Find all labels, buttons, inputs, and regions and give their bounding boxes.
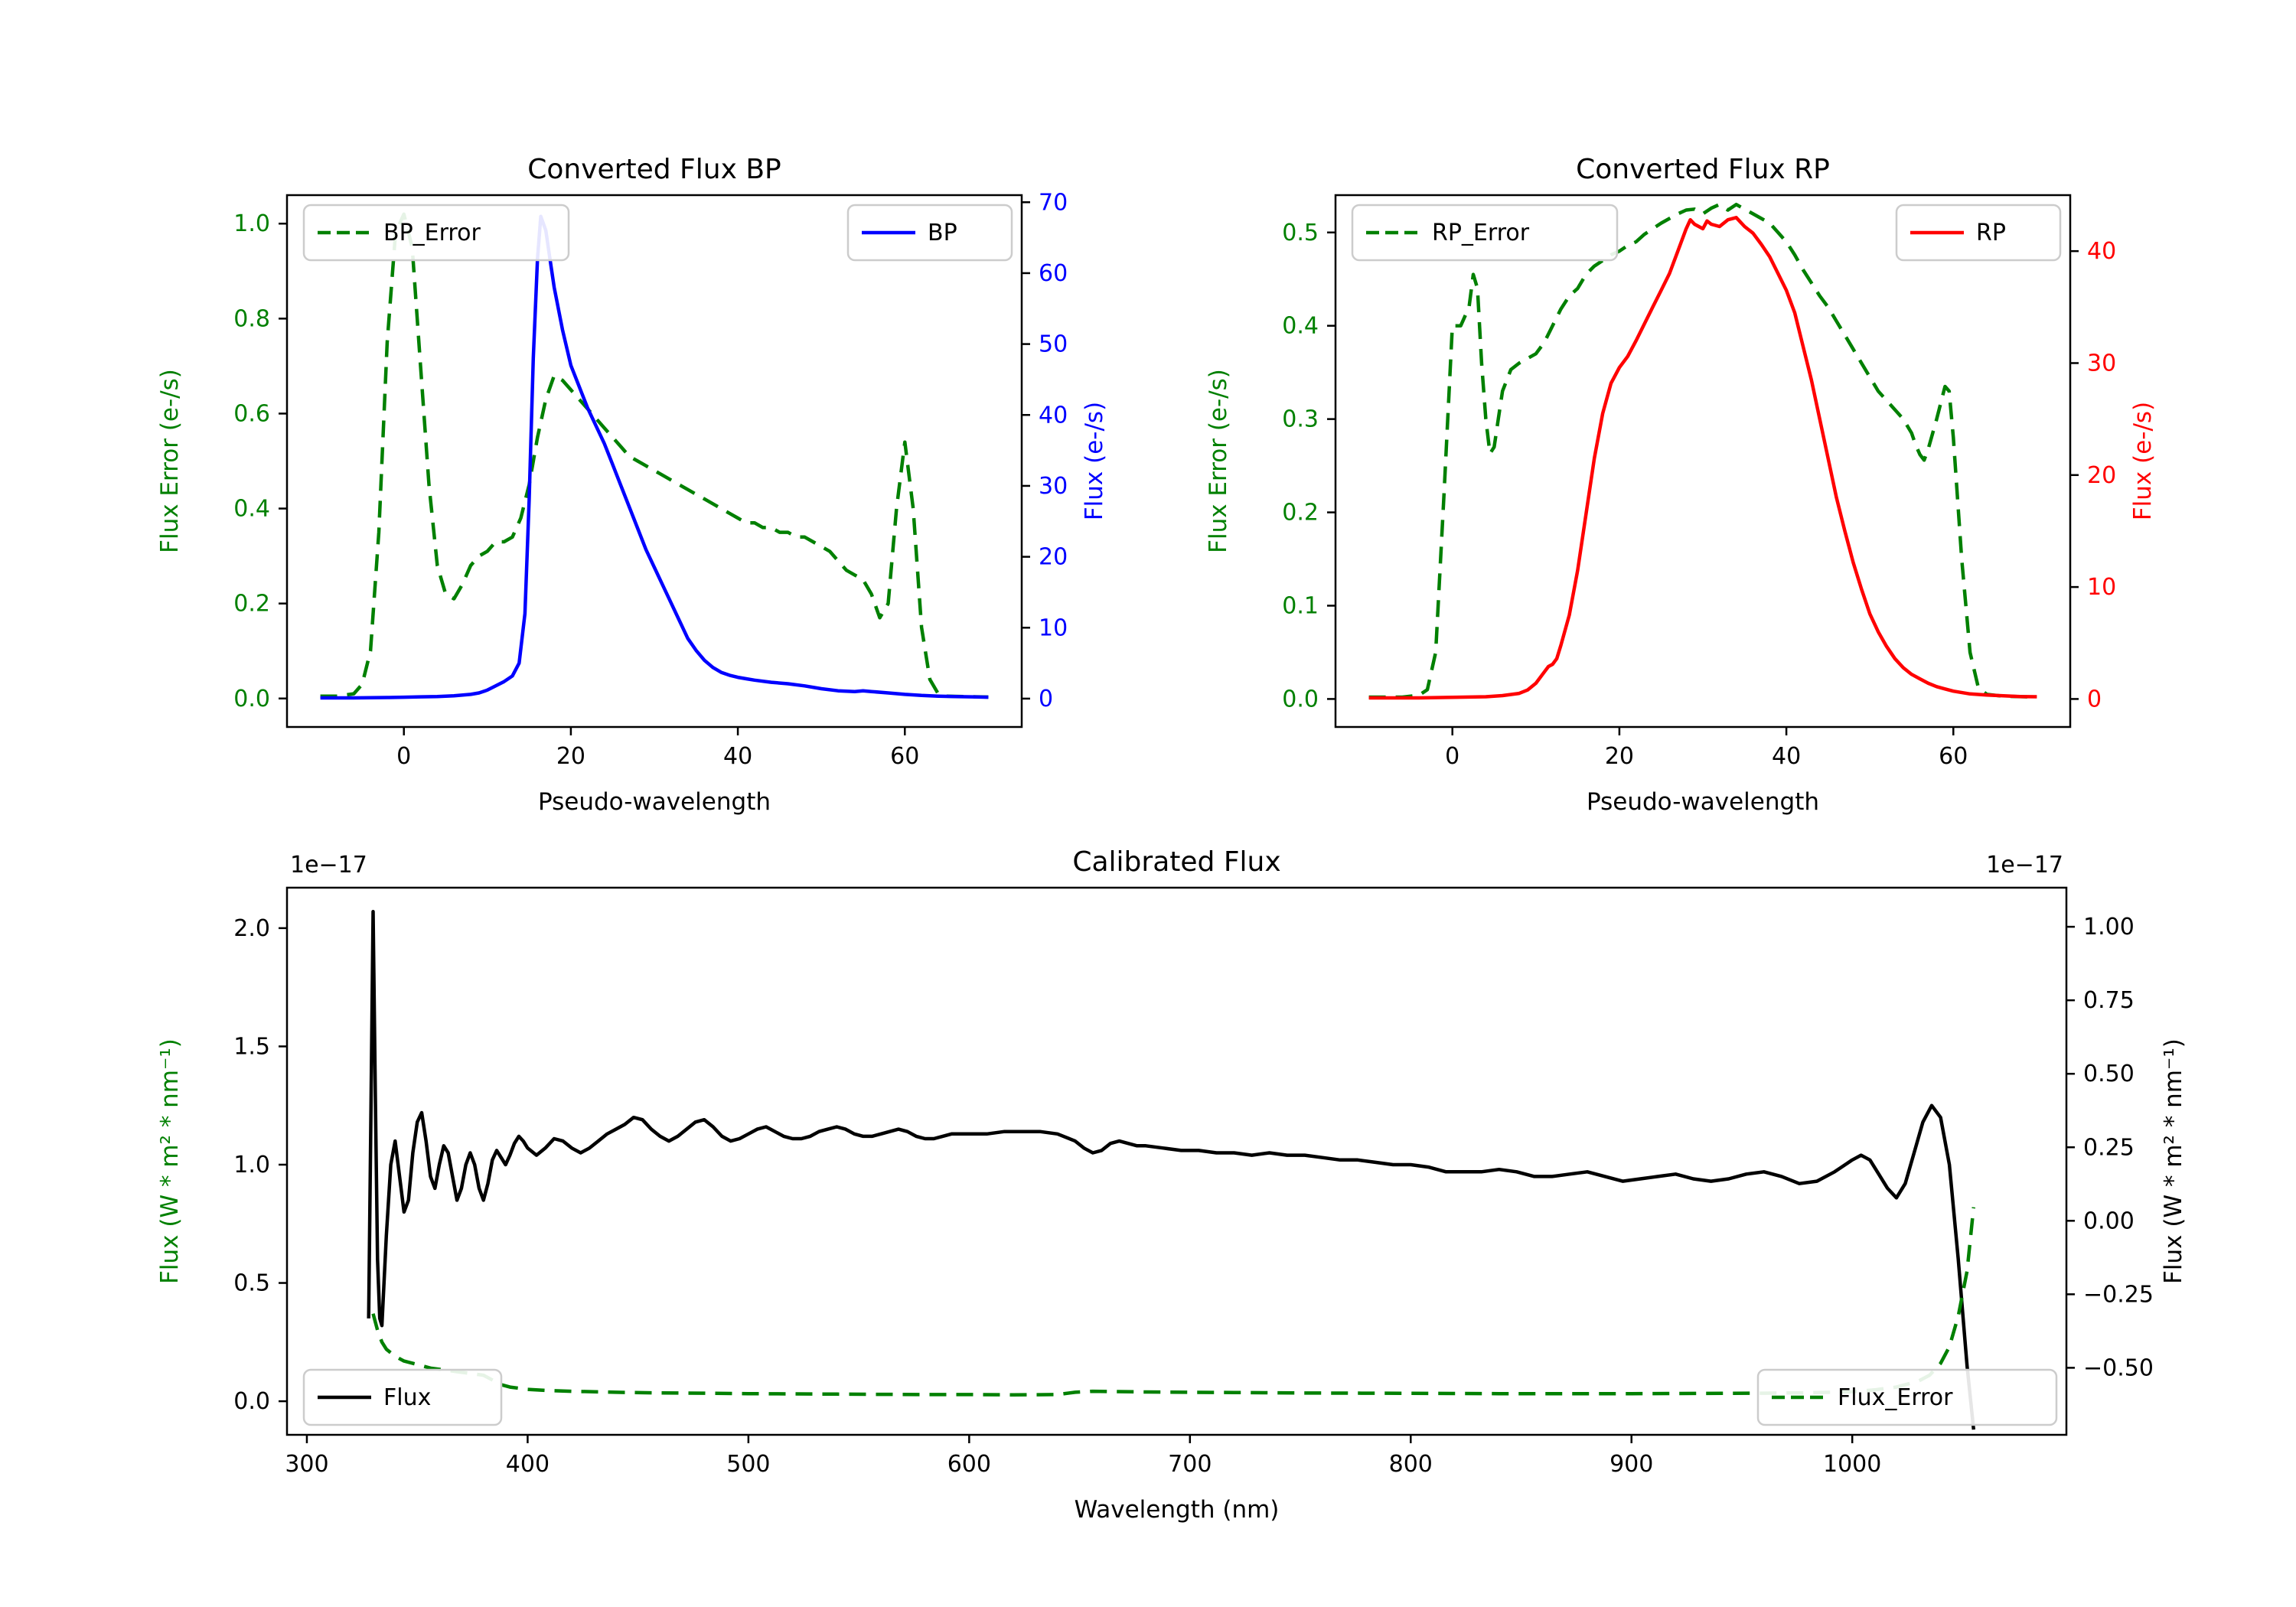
x-tick-label: 1000 bbox=[1823, 1451, 1881, 1478]
y-tick-label-left: 2.0 bbox=[233, 915, 270, 942]
y-tick-label-left: 0.2 bbox=[1282, 500, 1319, 526]
y-axis-label-right: Flux (e-/s) bbox=[2129, 402, 2157, 520]
legend-label: BP bbox=[928, 220, 957, 246]
legend-label: RP bbox=[1976, 220, 2006, 246]
series-line-flux_error bbox=[371, 1207, 1976, 1397]
legend-frame bbox=[1895, 204, 2062, 262]
y-tick-label-left: 0.1 bbox=[1282, 592, 1319, 619]
x-tick-label: 40 bbox=[723, 743, 752, 770]
x-tick-label: 600 bbox=[947, 1451, 991, 1478]
x-tick-label: 800 bbox=[1389, 1451, 1433, 1478]
y-tick-label-right: 20 bbox=[1039, 544, 1068, 571]
y-tick-label-left: 0.0 bbox=[233, 1388, 270, 1415]
x-tick-label: 300 bbox=[285, 1451, 328, 1478]
axes-frame bbox=[285, 886, 2068, 1436]
series-line-rp_error bbox=[1368, 202, 2037, 699]
x-tick-label: 40 bbox=[1772, 743, 1801, 770]
chart-bp: 0 20 40 60 0.0 0.2 0.4 0.6 0.8 1.0 0 10 20 30 40 50 60 70… bbox=[156, 154, 1108, 816]
y-tick-label-right: 40 bbox=[2087, 238, 2116, 265]
series-line-flux bbox=[367, 909, 1976, 1430]
y-tick-label-right: 30 bbox=[2087, 350, 2116, 376]
y-tick-label-left: 0.2 bbox=[233, 591, 270, 618]
chart-rp: 0 20 40 60 0.0 0.1 0.2 0.3 0.4 0.5 0 10 20 30 40 Conver… bbox=[1205, 154, 2157, 816]
offset-text-left: 1e−17 bbox=[290, 852, 367, 878]
y-tick-label-right: 50 bbox=[1039, 331, 1068, 358]
y-tick-label-left: 0.4 bbox=[1282, 313, 1319, 340]
legend-frame bbox=[1351, 204, 1619, 262]
legend-label: Flux bbox=[383, 1384, 431, 1411]
legend-flux_error: Flux_Error bbox=[1756, 1368, 2058, 1426]
y-axis-label-left: Flux Error (e-/s) bbox=[1205, 369, 1232, 553]
x-tick-label: 0 bbox=[1445, 743, 1459, 770]
x-tick-label: 400 bbox=[506, 1451, 550, 1478]
y-tick-label-right: 1.00 bbox=[2083, 914, 2135, 940]
y-axis-label-right: Flux (e-/s) bbox=[1081, 402, 1108, 520]
legend-rp: RP bbox=[1895, 204, 2062, 262]
y-tick-label-left: 0.0 bbox=[1282, 686, 1319, 712]
y-tick-label-right: 60 bbox=[1039, 260, 1068, 287]
x-axis-label: Pseudo-wavelength bbox=[538, 788, 771, 816]
legend-frame bbox=[1756, 1368, 2058, 1426]
chart-title: Converted Flux RP bbox=[1576, 154, 1830, 185]
y-axis-label-left: Flux Error (e-/s) bbox=[156, 369, 184, 553]
y-tick-label-right: 40 bbox=[1039, 402, 1068, 429]
y-tick-label-right: 10 bbox=[2087, 574, 2116, 601]
x-axis-label: Wavelength (nm) bbox=[1075, 1496, 1280, 1524]
legend-frame bbox=[302, 1368, 503, 1426]
y-tick-label-left: 0.5 bbox=[1282, 220, 1319, 246]
y-tick-label-right: 10 bbox=[1039, 614, 1068, 641]
x-axis-label: Pseudo-wavelength bbox=[1587, 788, 1819, 816]
chart-title: Converted Flux BP bbox=[527, 154, 781, 185]
y-tick-label-right: 20 bbox=[2087, 462, 2116, 489]
series-line-bp_error bbox=[320, 212, 989, 699]
legend-label: RP_Error bbox=[1432, 220, 1530, 246]
x-tick-label: 500 bbox=[726, 1451, 770, 1478]
axes-frame bbox=[285, 194, 1023, 729]
legend-bp: BP bbox=[846, 204, 1013, 262]
legend-rp_error: RP_Error bbox=[1351, 204, 1619, 262]
y-tick-label-right: −0.50 bbox=[2083, 1354, 2154, 1381]
x-tick-label: 700 bbox=[1168, 1451, 1212, 1478]
y-axis-label-left: Flux (W * m² * nm⁻¹) bbox=[156, 1038, 184, 1284]
legend-bp_error: BP_Error bbox=[302, 204, 570, 262]
x-tick-label: 900 bbox=[1609, 1451, 1653, 1478]
axes-frame bbox=[1334, 194, 2072, 729]
y-axis-label-right: Flux (W * m² * nm⁻¹) bbox=[2160, 1038, 2187, 1284]
y-tick-label-left: 0.4 bbox=[233, 496, 270, 523]
x-tick-label: 60 bbox=[890, 743, 919, 770]
series-line-rp bbox=[1368, 216, 2037, 700]
y-tick-label-left: 1.5 bbox=[233, 1033, 270, 1060]
x-tick-label: 60 bbox=[1939, 743, 1968, 770]
chart-calibrated: 300 400 500 600 700 800 900 1000 0.0 0.5 1.0 1.5 2.0… bbox=[156, 846, 2187, 1524]
y-tick-label-right: 0 bbox=[1039, 686, 1053, 712]
legend-frame bbox=[846, 204, 1013, 262]
y-tick-label-right: 0.00 bbox=[2083, 1208, 2135, 1234]
y-tick-label-right: −0.25 bbox=[2083, 1281, 2154, 1308]
y-tick-label-left: 0.5 bbox=[233, 1270, 270, 1297]
y-tick-label-right: 70 bbox=[1039, 189, 1068, 216]
y-tick-label-left: 1.0 bbox=[233, 1152, 270, 1178]
y-tick-label-left: 1.0 bbox=[233, 210, 270, 237]
x-tick-label: 20 bbox=[556, 743, 585, 770]
y-tick-label-left: 0.0 bbox=[233, 686, 270, 712]
offset-text-right: 1e−17 bbox=[1986, 852, 2063, 878]
chart-title: Calibrated Flux bbox=[1072, 846, 1280, 878]
y-tick-label-right: 0.50 bbox=[2083, 1061, 2135, 1087]
legend-label: Flux_Error bbox=[1838, 1384, 1953, 1411]
y-tick-label-left: 0.3 bbox=[1282, 406, 1319, 433]
legend-label: BP_Error bbox=[383, 220, 481, 246]
y-tick-label-right: 30 bbox=[1039, 473, 1068, 500]
y-tick-label-right: 0.25 bbox=[2083, 1134, 2135, 1161]
x-tick-label: 20 bbox=[1605, 743, 1634, 770]
y-tick-label-right: 0 bbox=[2087, 686, 2102, 712]
y-tick-label-right: 0.75 bbox=[2083, 987, 2135, 1014]
legend-frame bbox=[302, 204, 570, 262]
x-tick-label: 0 bbox=[396, 743, 411, 770]
y-tick-label-left: 0.6 bbox=[233, 400, 270, 427]
legend-flux: Flux bbox=[302, 1368, 503, 1426]
y-tick-label-left: 0.8 bbox=[233, 305, 270, 332]
series-line-bp bbox=[320, 214, 989, 700]
